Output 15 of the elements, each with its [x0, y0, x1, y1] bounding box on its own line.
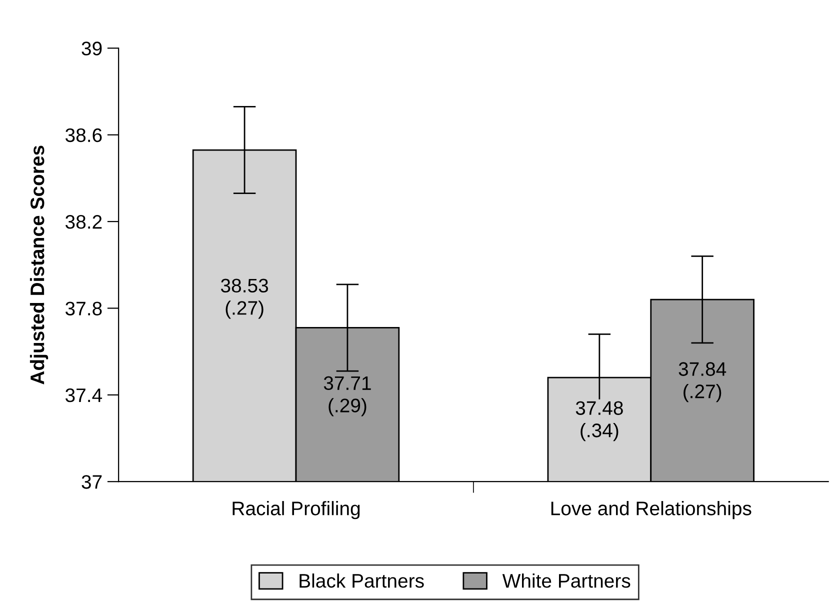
y-tick-label: 37 [82, 475, 102, 489]
y-tick-label: 38.2 [66, 215, 102, 229]
data-label: 37.71 (.29) [324, 376, 371, 416]
y-axis-title: Adjusted Distance Scores [30, 146, 48, 384]
data-label: 38.53 (.27) [220, 278, 268, 319]
x-tick-label: Racial Profiling [232, 501, 360, 520]
y-tick-label: 38.6 [66, 128, 102, 142]
y-tick-label: 37.8 [66, 302, 102, 316]
data-label: 37.48 (.34) [576, 401, 623, 442]
y-tick-label: 39 [82, 42, 102, 56]
y-tick-label: 37.4 [66, 388, 102, 402]
legend-label: Black Partners [300, 573, 424, 588]
x-tick-label: Love and Relationships [551, 501, 752, 520]
legend-label: White Partners [502, 573, 630, 588]
data-label: 37.84 (.27) [678, 362, 726, 402]
